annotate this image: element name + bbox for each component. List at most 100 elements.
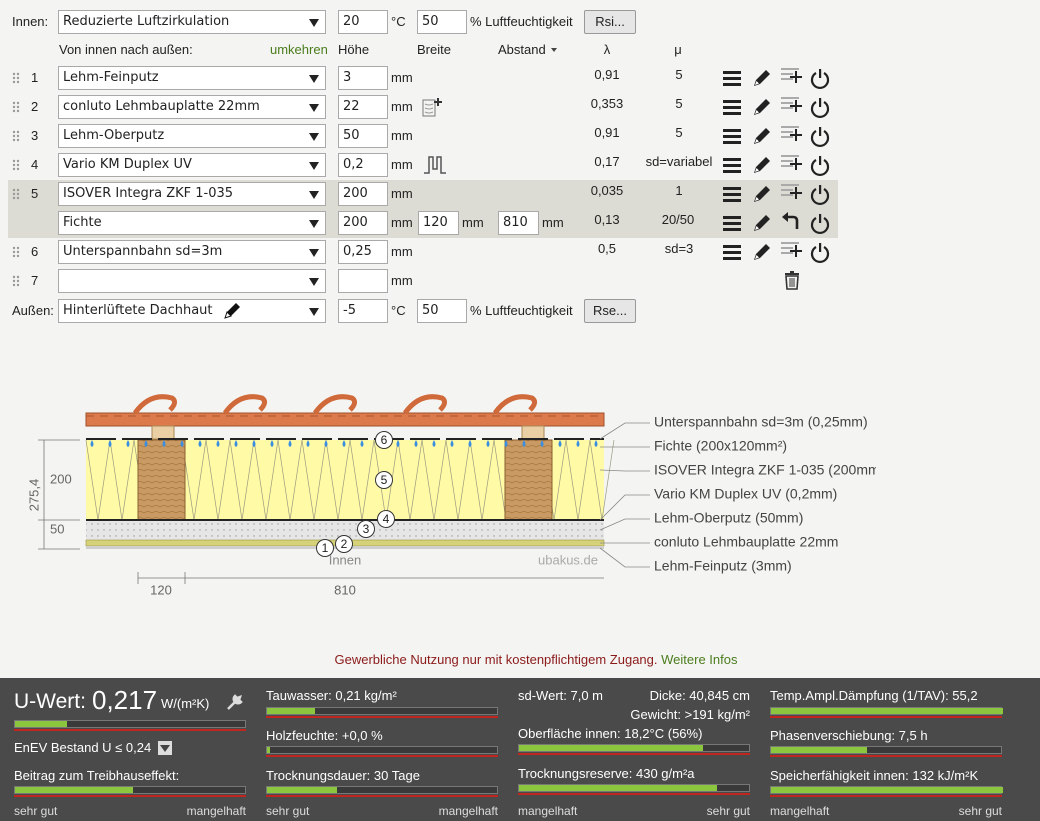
rafter <box>504 439 553 521</box>
shape <box>12 80 16 84</box>
input-box[interactable]: 0,2 <box>338 153 388 177</box>
undo-button[interactable] <box>781 211 803 231</box>
input-box[interactable]: 200 <box>338 182 388 206</box>
select-box[interactable]: conluto Lehmbauplatte 22mm <box>58 95 326 119</box>
edit-button[interactable] <box>752 184 772 204</box>
input-box[interactable]: -5 <box>338 299 388 323</box>
input-box[interactable]: 22 <box>338 95 388 119</box>
drag-handle[interactable] <box>12 101 20 113</box>
shape <box>16 275 20 279</box>
select-box[interactable]: Fichte <box>58 211 326 235</box>
select-box[interactable]: Unterspannbahn sd=3m <box>58 240 326 264</box>
select-box[interactable]: ISOVER Integra ZKF 1-035 <box>58 182 326 206</box>
select-box[interactable]: Lehm-Oberputz <box>58 124 326 148</box>
shape <box>786 215 799 229</box>
gauge <box>770 707 1003 715</box>
shape <box>781 102 793 104</box>
menu-button[interactable] <box>722 184 742 204</box>
menu-button[interactable] <box>722 126 742 146</box>
drag-handle[interactable] <box>12 72 20 84</box>
select-box[interactable] <box>58 269 326 293</box>
input-box[interactable]: 120 <box>418 211 459 235</box>
toggle-button[interactable] <box>810 126 832 148</box>
shape <box>16 279 20 283</box>
lambda-value: 0,91 <box>594 125 620 140</box>
shape <box>16 101 20 105</box>
drag-handle[interactable] <box>12 130 20 142</box>
select-box[interactable]: Reduzierte Luftzirkulation <box>58 10 326 34</box>
shape <box>781 247 793 249</box>
toggle-button[interactable] <box>810 68 832 90</box>
edit-button[interactable] <box>752 213 772 233</box>
edit-button[interactable] <box>752 242 772 262</box>
dropdown-arrow <box>309 162 319 170</box>
input-text: 200 <box>343 186 368 201</box>
input-box[interactable]: 50 <box>338 124 388 148</box>
shape <box>723 245 741 248</box>
select-box[interactable]: Hinterlüftete Dachhaut <box>58 299 326 323</box>
unit: mm <box>391 215 413 230</box>
input-box[interactable]: 20 <box>338 10 388 34</box>
shape <box>723 77 741 80</box>
counter-batten <box>521 425 545 440</box>
edit-button[interactable] <box>752 97 772 117</box>
menu-button[interactable] <box>722 97 742 117</box>
select-box[interactable]: Vario KM Duplex UV <box>58 153 326 177</box>
shape <box>12 76 16 80</box>
delete-button[interactable] <box>783 270 801 291</box>
input-box[interactable]: 0,25 <box>338 240 388 264</box>
menu-button[interactable] <box>722 155 742 175</box>
droplet <box>576 440 580 447</box>
toggle-button[interactable] <box>810 213 832 235</box>
menu-button[interactable] <box>722 242 742 262</box>
input-box[interactable] <box>338 269 388 293</box>
input-box[interactable]: 810 <box>498 211 539 235</box>
layer-marker-label: 5 <box>381 473 388 487</box>
select-box[interactable]: Lehm-Feinputz <box>58 66 326 90</box>
add-layer-button[interactable] <box>781 182 803 202</box>
variable-icon[interactable] <box>423 153 447 177</box>
input-box[interactable]: 3 <box>338 66 388 90</box>
shape <box>16 109 20 113</box>
shape <box>781 160 793 162</box>
menu-button[interactable] <box>722 213 742 233</box>
drag-handle[interactable] <box>12 275 20 287</box>
shape <box>16 138 20 142</box>
shape <box>12 196 16 200</box>
button[interactable]: Rsi... <box>584 10 636 34</box>
toggle-button[interactable] <box>810 184 832 206</box>
input-box[interactable]: 50 <box>417 299 467 323</box>
input-box[interactable]: 50 <box>417 10 467 34</box>
drag-handle[interactable] <box>12 159 20 171</box>
gauge-fill <box>267 708 315 714</box>
settings-button[interactable] <box>226 693 244 711</box>
edit-button[interactable] <box>752 68 772 88</box>
wood-icon[interactable] <box>421 96 445 120</box>
sort-arrow[interactable] <box>551 48 557 52</box>
gauge-fill <box>267 787 337 793</box>
toggle-button[interactable] <box>810 242 832 264</box>
shape <box>810 130 830 148</box>
edit-button[interactable] <box>752 126 772 146</box>
drag-handle[interactable] <box>12 188 20 200</box>
add-layer-button[interactable] <box>781 240 803 260</box>
menu-button[interactable] <box>722 68 742 88</box>
drag-handle[interactable] <box>12 246 20 258</box>
gauge <box>14 786 246 794</box>
edit-icon[interactable] <box>223 302 243 320</box>
edit-button[interactable] <box>752 155 772 175</box>
shape <box>819 69 822 78</box>
add-layer-button[interactable] <box>781 95 803 115</box>
input-box[interactable]: 200 <box>338 211 388 235</box>
toggle-button[interactable] <box>810 97 832 119</box>
add-layer-button[interactable] <box>781 124 803 144</box>
add-layer-button[interactable] <box>781 66 803 86</box>
standard-dropdown[interactable] <box>158 741 172 755</box>
shape <box>755 110 759 114</box>
reverse-link[interactable]: umkehren <box>270 42 328 57</box>
notice-link[interactable]: Weitere Infos <box>661 652 738 667</box>
add-layer-button[interactable] <box>781 153 803 173</box>
input-text: 0,25 <box>343 244 372 259</box>
button[interactable]: Rse... <box>584 299 636 323</box>
toggle-button[interactable] <box>810 155 832 177</box>
